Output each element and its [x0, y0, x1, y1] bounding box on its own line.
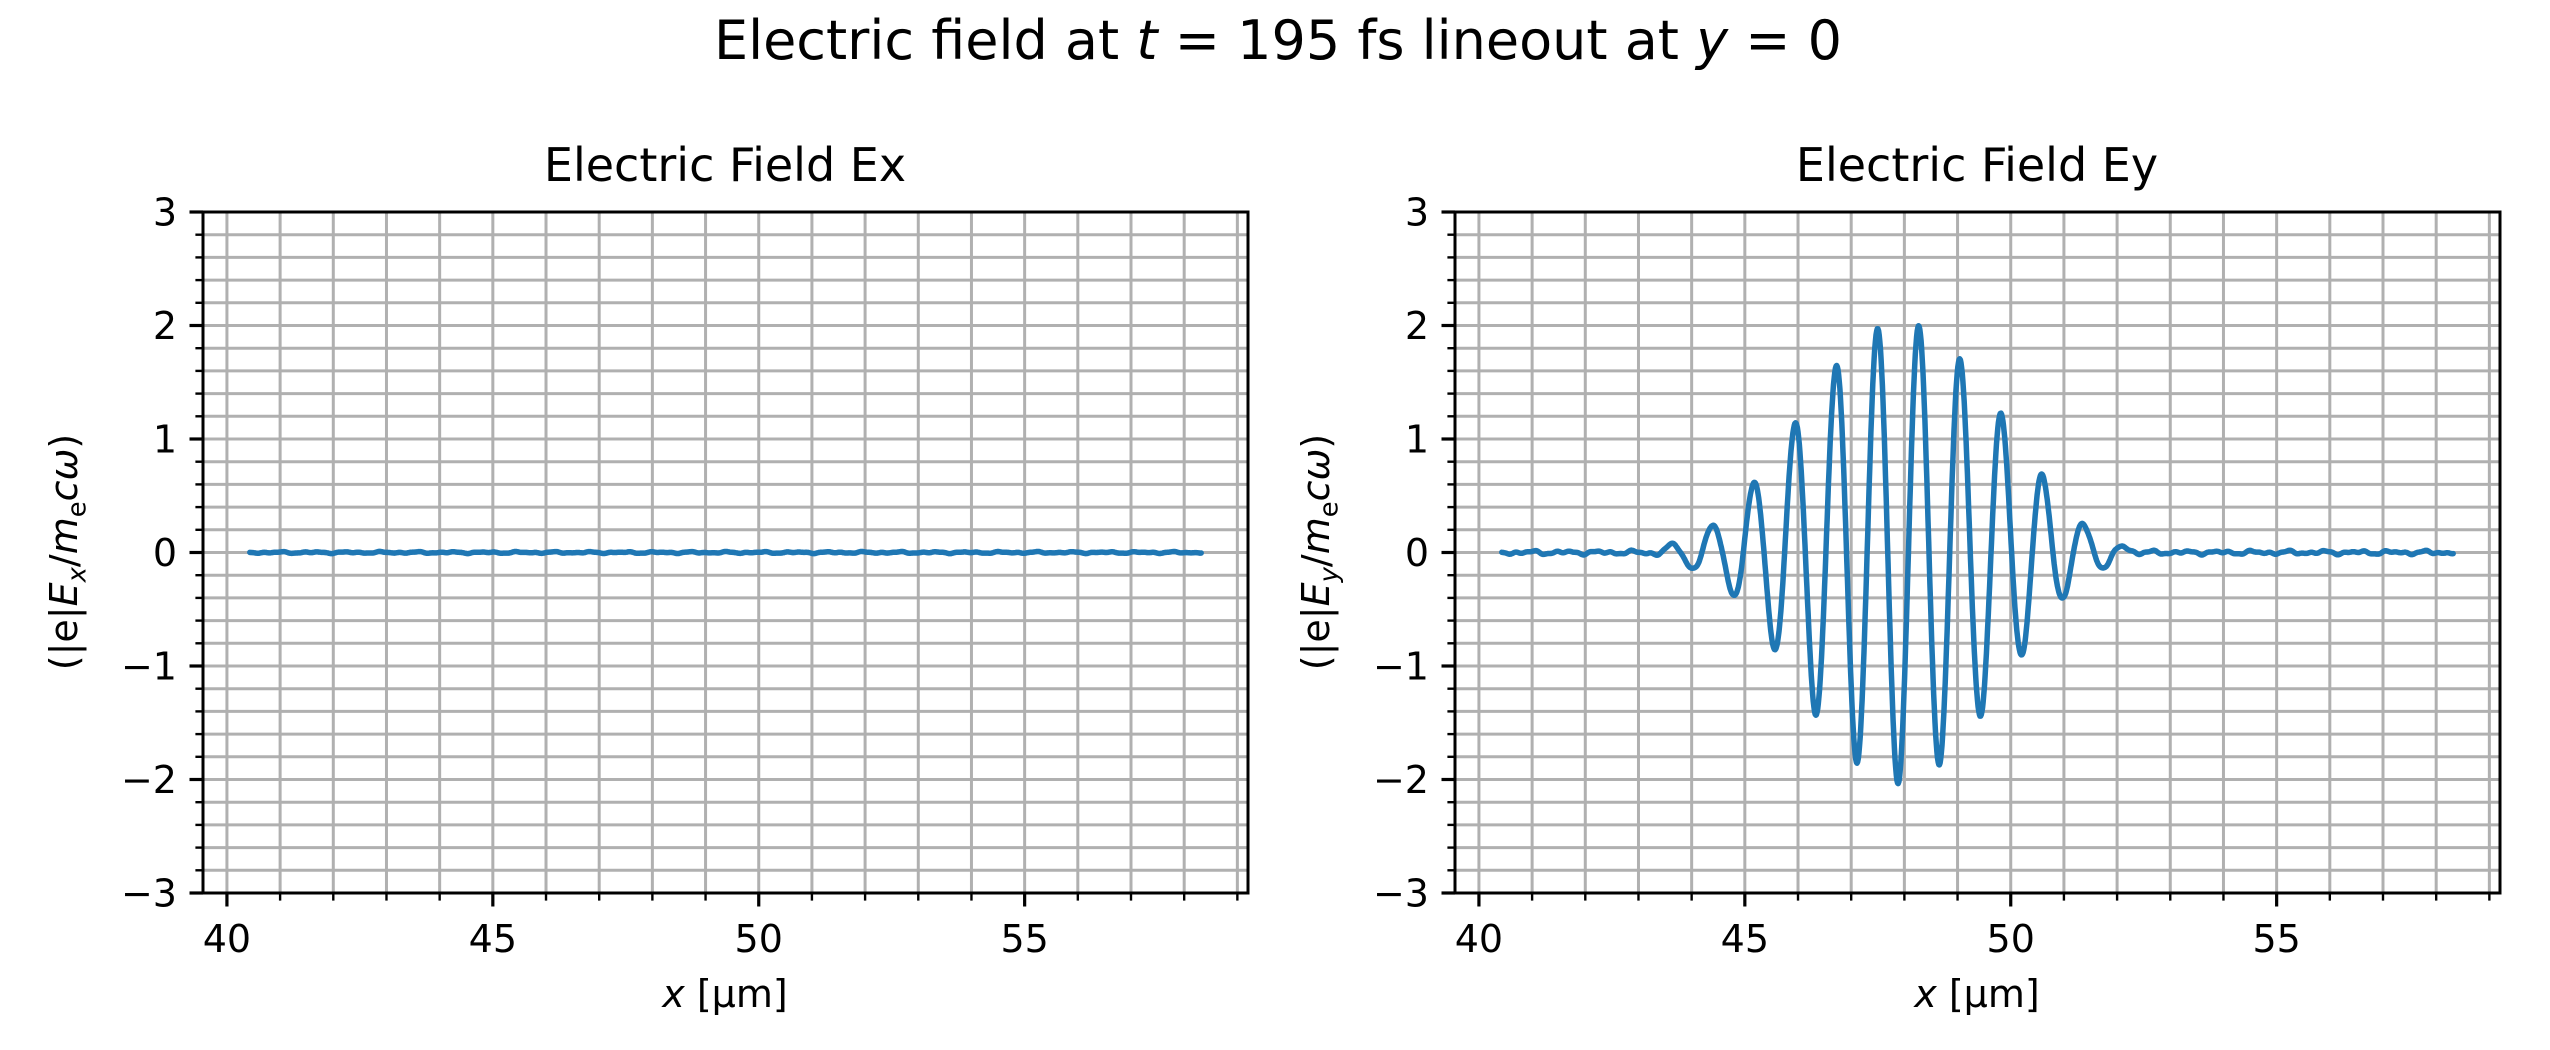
xlabel-var: x — [1914, 972, 1937, 1016]
t-variable: t — [1136, 9, 1158, 72]
x-tick-label: 50 — [735, 917, 783, 961]
ylabel-text: (|e| — [42, 606, 86, 671]
ylabel-E-sub: y — [1314, 567, 1345, 583]
y-tick-label: 1 — [153, 418, 177, 462]
ylabel-text: ) — [1294, 433, 1338, 449]
y-axis-label-ey: (|e|Ey/mecω) — [1294, 433, 1345, 671]
y-tick-label: −1 — [1373, 645, 1429, 689]
x-tick-label: 45 — [1721, 917, 1769, 961]
series-line-ey — [1499, 322, 2456, 787]
xlabel-var: x — [662, 972, 685, 1016]
y-tick-label: 3 — [1405, 191, 1429, 235]
x-tick-label: 55 — [1000, 917, 1048, 961]
ylabel-m-sub: e — [1314, 501, 1345, 518]
ylabel-slash: / — [1294, 554, 1338, 568]
y-tick-label: −3 — [1373, 872, 1429, 916]
ylabel-omega: ω — [42, 448, 86, 481]
y-tick-label: −2 — [121, 758, 177, 802]
figure-title-text: = 195 fs lineout at — [1157, 9, 1697, 72]
ylabel-m: m — [1294, 517, 1338, 555]
xlabel-unit: [μm] — [684, 972, 788, 1016]
x-tick-label: 50 — [1987, 917, 2035, 961]
y-tick-label: −3 — [121, 872, 177, 916]
y-tick-label: 1 — [1405, 418, 1429, 462]
figure-title-text: = 0 — [1728, 9, 1843, 72]
ylabel-c: c — [42, 480, 86, 502]
xlabel-unit: [μm] — [1936, 972, 2040, 1016]
ylabel-slash: / — [42, 554, 86, 568]
ylabel-E: E — [1294, 582, 1338, 607]
ylabel-E: E — [42, 582, 86, 607]
subplot-title-ey: Electric Field Ey — [1795, 138, 2159, 192]
x-tick-label: 55 — [2252, 917, 2300, 961]
x-tick-label: 40 — [203, 917, 251, 961]
y-tick-label: 2 — [1405, 304, 1429, 348]
ylabel-c: c — [1294, 480, 1338, 502]
x-tick-label: 40 — [1455, 917, 1503, 961]
y-tick-label: −1 — [121, 645, 177, 689]
y-variable: y — [1696, 9, 1729, 72]
series-line-ex — [247, 548, 1204, 557]
ylabel-text: (|e| — [1294, 606, 1338, 671]
ylabel-omega: ω — [1294, 448, 1338, 481]
y-tick-label: 2 — [153, 304, 177, 348]
figure-title-text: Electric field at — [713, 9, 1137, 72]
y-tick-label: 3 — [153, 191, 177, 235]
y-axis-label-ex: (|e|Ex/mecω) — [42, 433, 93, 671]
figure-title: Electric field at t = 195 fs lineout at … — [714, 14, 1842, 68]
x-axis-label-ey: x [μm] — [1914, 975, 2039, 1013]
y-tick-label: −2 — [1373, 758, 1429, 802]
x-axis-label-ex: x [μm] — [662, 975, 787, 1013]
subplot-title-ex: Electric Field Ex — [543, 138, 907, 192]
ylabel-text: ) — [42, 433, 86, 449]
ylabel-m: m — [42, 517, 86, 555]
x-tick-label: 45 — [469, 917, 517, 961]
ylabel-m-sub: e — [62, 501, 93, 518]
y-tick-label: 0 — [1405, 531, 1429, 575]
y-tick-label: 0 — [153, 531, 177, 575]
ylabel-E-sub: x — [62, 567, 93, 583]
